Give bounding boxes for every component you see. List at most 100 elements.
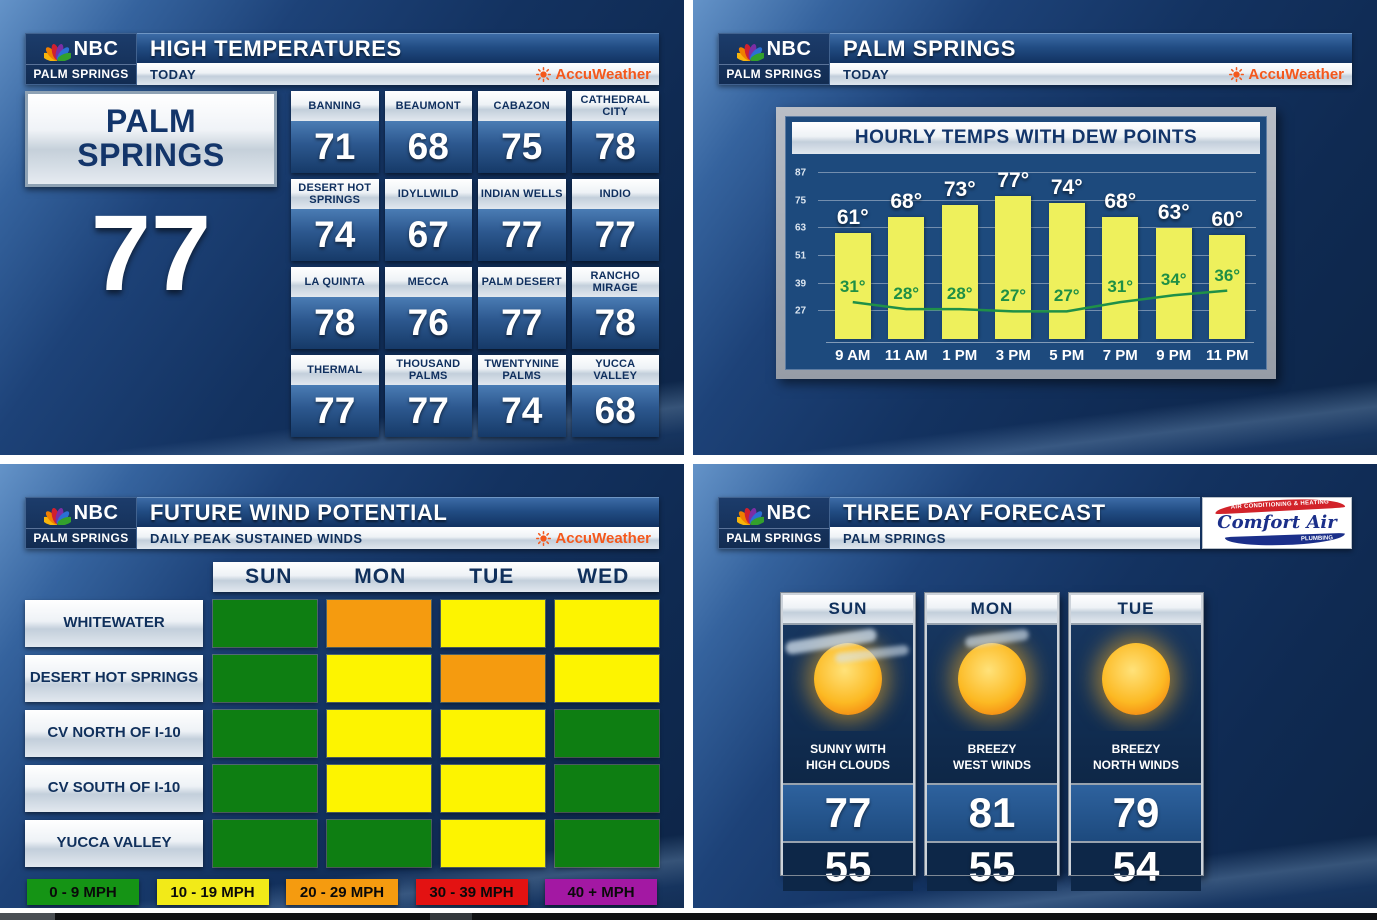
city-temp: 77: [571, 209, 659, 261]
wind-cell: [327, 600, 431, 647]
y-tick-label: 75: [795, 195, 807, 207]
x-axis-label: 5 PM: [1049, 346, 1085, 364]
forecast-icon-area: [783, 625, 913, 731]
nbc-brand-text: NBC: [766, 501, 812, 524]
sun-icon: [1102, 643, 1170, 715]
x-axis-label: 1 PM: [942, 346, 978, 364]
forecast-day-label: MON: [927, 595, 1057, 625]
forecast-low-temp: 54: [1071, 843, 1201, 891]
y-tick-label: 27: [795, 305, 807, 317]
forecast-high-temp: 79: [1071, 783, 1201, 843]
wind-cell: [441, 820, 545, 867]
forecast-low-temp: 55: [927, 843, 1057, 891]
city-temp: 78: [571, 121, 659, 173]
gridline: [818, 310, 1256, 312]
panel-title: HIGH TEMPERATURES: [150, 35, 402, 61]
legend-chip: 30 - 39 MPH: [415, 879, 528, 905]
hourly-xlabels: 9 AM 11 AM 1 PM 3 PM 5 PM 7 PM 9 PM 11 PM: [826, 342, 1254, 367]
accuweather-label: AccuWeather: [555, 65, 651, 83]
header-bars: FUTURE WIND POTENTIAL DAILY PEAK SUSTAIN…: [137, 497, 659, 549]
panel-title-bar: FUTURE WIND POTENTIAL: [137, 497, 659, 528]
forecast-icon-area: [927, 625, 1057, 731]
forecast-day-label: TUE: [1071, 595, 1201, 625]
panel-high-temperatures: NBC PALM SPRINGS HIGH TEMPERATURES TODAY: [0, 0, 684, 455]
wind-cell: [441, 765, 545, 812]
city-temp: 77: [384, 385, 472, 437]
city-tile: BEAUMONT 68: [384, 91, 472, 173]
forecast-low-temp: 55: [783, 843, 913, 891]
high-temps-body: PALM SPRINGS 77 BANNING 71 BEAUMONT 68 CAB…: [25, 91, 659, 437]
nbc-logo-row: NBC: [719, 498, 829, 528]
city-temp: 76: [384, 297, 472, 349]
y-tick-label: 63: [795, 222, 807, 234]
city-temp-grid: BANNING 71 BEAUMONT 68 CABAZON 75 CATHEDRAL…: [291, 91, 659, 437]
comfort-air-logo: AIR CONDITIONING & HEATING Comfort Air P…: [1202, 497, 1352, 549]
city-name: YUCCA VALLEY: [571, 355, 659, 385]
nbc-station-text: PALM SPRINGS: [26, 64, 136, 84]
city-temp: 74: [291, 209, 379, 261]
sponsor-name: Comfort Air: [1217, 512, 1337, 533]
x-axis-label: 11 AM: [884, 346, 928, 364]
panel-title: PALM SPRINGS: [843, 35, 1017, 61]
legend-chip: 20 - 29 MPH: [286, 879, 398, 905]
chart-title: HOURLY TEMPS WITH DEW POINTS: [792, 122, 1260, 154]
city-temp: 74: [478, 385, 566, 437]
day-column-label: WED: [577, 565, 630, 588]
nbc-logo-block: NBC PALM SPRINGS: [25, 497, 137, 549]
legend-chip: 0 - 9 MPH: [27, 879, 139, 905]
city-name: BANNING: [291, 91, 379, 121]
nbc-logo-row: NBC: [719, 34, 829, 64]
city-name: THOUSAND PALMS: [384, 355, 472, 385]
nbc-logo-block: NBC PALM SPRINGS: [718, 33, 830, 85]
city-name: PALM DESERT: [478, 267, 566, 297]
city-tile: YUCCA VALLEY 68: [571, 355, 659, 437]
sponsor-tagline-bottom: PLUMBING: [1224, 532, 1346, 548]
wind-cell: [213, 765, 317, 812]
hourly-chart-frame: HOURLY TEMPS WITH DEW POINTS 27 39 51 63 75 8…: [776, 107, 1276, 379]
wind-header: NBC PALM SPRINGS FUTURE WIND POTENTIAL D…: [25, 497, 659, 549]
y-tick-label: 87: [795, 167, 807, 179]
panel-title: THREE DAY FORECAST: [843, 499, 1106, 525]
accuweather-logo: AccuWeather: [536, 66, 651, 83]
city-tile: IDYLLWILD 67: [384, 179, 472, 261]
scrubber-buffered-segment[interactable]: [0, 913, 55, 920]
panel-title-bar: HIGH TEMPERATURES: [137, 33, 659, 64]
hourly-header: NBC PALM SPRINGS PALM SPRINGS TODAY: [718, 33, 1352, 85]
panel-subtitle: PALM SPRINGS: [843, 530, 946, 546]
wind-cell: [555, 600, 659, 647]
gridline: [818, 172, 1256, 174]
panel-title: FUTURE WIND POTENTIAL: [150, 499, 448, 525]
wind-cell: [441, 600, 545, 647]
accuweather-label: AccuWeather: [555, 529, 651, 547]
forecast-card-tue: TUE BREEZY NORTH WINDS 79 54: [1068, 592, 1204, 891]
scrubber-playhead-segment[interactable]: [430, 913, 472, 920]
wind-speed-legend: 0 - 9 MPH 10 - 19 MPH 20 - 29 MPH 30 - 3…: [25, 879, 659, 905]
panel-three-day-forecast: NBC PALM SPRINGS THREE DAY FORECAST PALM…: [693, 464, 1377, 908]
nbc-logo-block: NBC PALM SPRINGS: [25, 33, 137, 85]
x-axis-label: 9 PM: [1156, 346, 1192, 364]
video-scrubber[interactable]: [0, 908, 1377, 920]
wind-cell: [327, 820, 431, 867]
wind-grid: SUN MON TUE WED WHITEWATER DESERT HOT SP…: [25, 562, 659, 867]
wind-cell: [213, 820, 317, 867]
hourly-content: NBC PALM SPRINGS PALM SPRINGS TODAY: [693, 0, 1377, 455]
forecast-cards: SUN SUNNY WITH HIGH CLOUDS 77 55 MON: [780, 592, 1352, 891]
scrubber-track[interactable]: [0, 913, 1377, 920]
header-bars: THREE DAY FORECAST PALM SPRINGS: [830, 497, 1200, 549]
city-temp: 71: [291, 121, 379, 173]
wind-cell: [555, 765, 659, 812]
accuweather-sun-icon: [1229, 66, 1245, 82]
nbc-brand-text: NBC: [766, 37, 812, 60]
city-tile: DESERT HOT SPRINGS 74: [291, 179, 379, 261]
hourly-chart: HOURLY TEMPS WITH DEW POINTS 27 39 51 63 75 8…: [785, 116, 1267, 370]
nbc-peacock-icon: [736, 507, 764, 525]
header-bars: PALM SPRINGS TODAY: [830, 33, 1352, 85]
nbc-peacock-icon: [736, 43, 764, 61]
wind-cell: [441, 655, 545, 702]
nbc-peacock-icon: [43, 507, 71, 525]
city-name: BEAUMONT: [384, 91, 472, 121]
hourly-gridlines: 27 39 51 63 75 87: [792, 164, 1260, 339]
panel-hourly-temps: NBC PALM SPRINGS PALM SPRINGS TODAY: [693, 0, 1377, 455]
forecast-card-mon: MON BREEZY WEST WINDS 81 55: [924, 592, 1060, 891]
panel-subtitle: DAILY PEAK SUSTAINED WINDS: [150, 530, 363, 546]
